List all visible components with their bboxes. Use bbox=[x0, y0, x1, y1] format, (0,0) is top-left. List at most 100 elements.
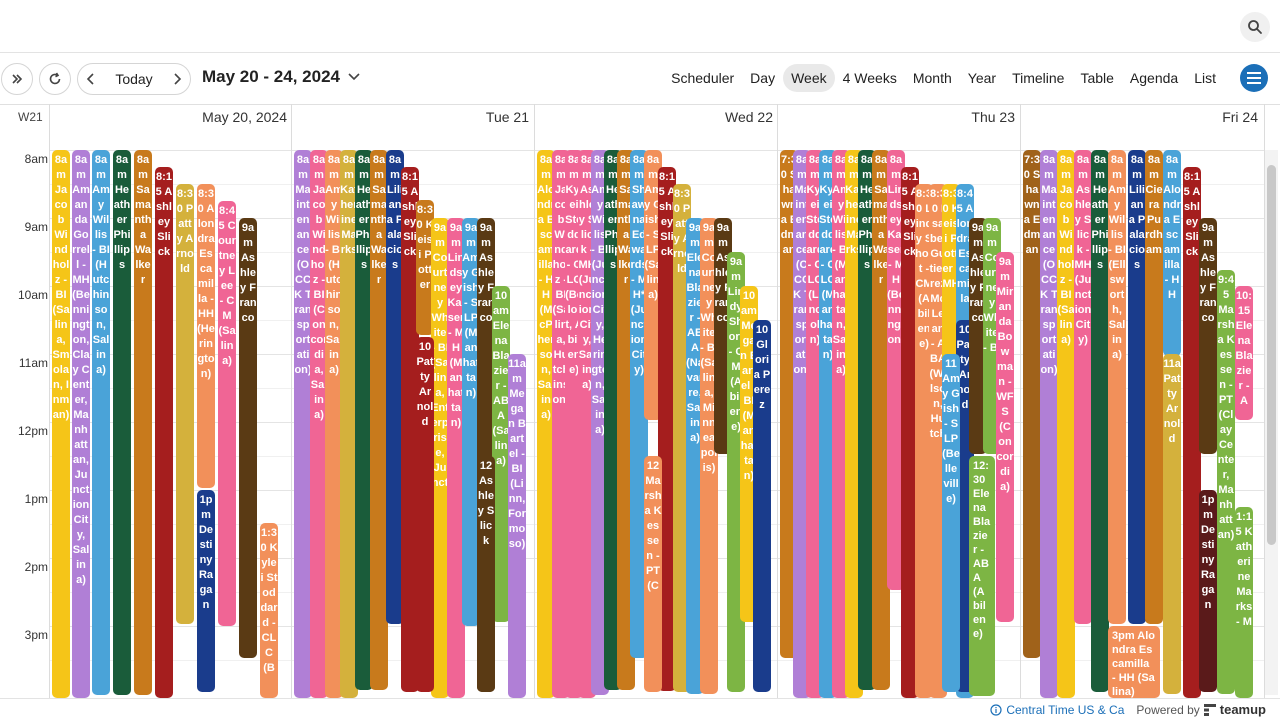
day-header-mon[interactable]: May 20, 2024 bbox=[202, 109, 287, 125]
calendar-event[interactable]: 8:15 Ashley Slick bbox=[155, 167, 173, 698]
calendar-event[interactable]: 8am Alondra Escamilla - HH (McPherson, S… bbox=[537, 150, 555, 698]
calendar-event[interactable]: 10am Elena Blazier - ABA (Salina) bbox=[492, 286, 510, 622]
calendar-event[interactable]: 8:30 Keisi Potter bbox=[416, 200, 434, 335]
day-header-wed[interactable]: Wed 22 bbox=[725, 109, 773, 125]
calendar-event[interactable]: 8am Shawna Edwards - MH* (Junction City) bbox=[630, 150, 648, 658]
calendar-event[interactable]: 8am Samantha Walker bbox=[872, 150, 890, 690]
view-agenda[interactable]: Agenda bbox=[1129, 70, 1179, 86]
calendar-event[interactable]: 8am Liliana Palacios bbox=[386, 150, 404, 624]
calendar-event[interactable]: 8am Heather Phillips bbox=[113, 150, 131, 695]
calendar-event[interactable]: 9am Courtney White - BI (Salina, Minneap… bbox=[700, 218, 718, 694]
calendar-event[interactable]: 11a Patty Arnold bbox=[1163, 354, 1181, 694]
calendar-event[interactable]: 12:30 Elena Blazier - ABA (Abilene) bbox=[969, 456, 995, 696]
calendar-event[interactable]: 8am Amy Willis - BI (Hutchinson, Salina) bbox=[92, 150, 110, 695]
calendar-event[interactable]: 8am Katherine Marks bbox=[340, 150, 358, 698]
calendar-event[interactable]: 8am Liliana Palacios bbox=[1128, 150, 1146, 624]
calendar-event[interactable]: 8:15 Ashley Slick bbox=[1183, 167, 1201, 698]
date-navigation: Today bbox=[77, 63, 191, 95]
today-button[interactable]: Today bbox=[115, 71, 153, 87]
calendar-event[interactable]: 9am Miranda Bowman - WFS (Concordia) bbox=[996, 252, 1014, 622]
day-separator bbox=[777, 104, 778, 698]
calendar-event[interactable]: 8am Jacob Windholz - BI (Salina, Smolan,… bbox=[52, 150, 70, 698]
day-header-fri[interactable]: Fri 24 bbox=[1222, 109, 1258, 125]
next-button[interactable] bbox=[164, 65, 190, 93]
calendar-event[interactable]: 8am Heather Phillips bbox=[858, 150, 876, 690]
calendar-event[interactable]: 3pm Alondra Escamilla - HH (Salina) bbox=[1108, 626, 1160, 698]
view-4-weeks[interactable]: 4 Weeks bbox=[842, 70, 897, 86]
calendar-event[interactable]: 9am Elena Blazier - ABA (Navarre, Salina… bbox=[686, 218, 704, 694]
calendar-event[interactable]: 8am Lindsey Kaiser - MH (Bennington) bbox=[887, 150, 905, 590]
calendar-event[interactable]: 8am Amy Gish - SLP (Salina) bbox=[644, 150, 662, 420]
calendar-event[interactable]: 8am Amanda Gorrell - MH (Bennington, Cla… bbox=[72, 150, 90, 698]
calendar-event[interactable]: 8:15 Ashley Slick bbox=[658, 167, 676, 691]
calendar-event[interactable]: 8:30 Patty Arnold bbox=[176, 184, 194, 624]
calendar-event[interactable]: 9am Ashley Franco bbox=[239, 218, 257, 658]
calendar-event[interactable]: 8:15 Ashley Slick bbox=[901, 167, 919, 698]
main-menu-button[interactable] bbox=[1240, 64, 1268, 92]
hour-label: 3pm bbox=[24, 628, 48, 642]
calendar-event[interactable]: 8am Samantha Walker bbox=[134, 150, 152, 695]
calendar-event[interactable]: 8am Samantha Walker bbox=[370, 150, 388, 690]
day-header-thu[interactable]: Thu 23 bbox=[971, 109, 1015, 125]
powered-by[interactable]: Powered by teamup bbox=[1136, 702, 1266, 717]
calendar-event[interactable]: 1pm Destiny Ragan bbox=[197, 490, 215, 692]
calendar-event[interactable]: 7:30 Shawna Edman bbox=[1023, 150, 1041, 658]
calendar-event[interactable]: 8:15 Ashley Slick bbox=[401, 167, 419, 692]
calendar-event[interactable]: 8am Jacob Windholz - BI (Salina) bbox=[1057, 150, 1075, 698]
view-day[interactable]: Day bbox=[750, 70, 776, 86]
calendar-event[interactable]: 9am Courtney White - BI (Salina, Enterpr… bbox=[431, 218, 449, 698]
calendar-event[interactable]: 8am Ashley Slick - MH (Junction City) bbox=[1074, 150, 1092, 624]
view-month[interactable]: Month bbox=[912, 70, 952, 86]
calendar-event[interactable]: 8am Heather Phillips bbox=[355, 150, 373, 690]
hour-label: 8am bbox=[24, 152, 48, 166]
calendar-event[interactable]: 1pm Destiny Ragan bbox=[1199, 490, 1217, 692]
view-year[interactable]: Year bbox=[967, 70, 997, 86]
calendar-event[interactable]: 8:45 Courtney Lee - CM (Salina) bbox=[218, 201, 236, 626]
calendar-event[interactable]: 9:45 Marsha Kessen - PT (Clay Center, Ma… bbox=[1217, 270, 1235, 694]
calendar-event[interactable]: 8am Alondra Escamilla - HH bbox=[1163, 150, 1181, 356]
calendar-event[interactable]: 9am Lindsey Kaiser - MH (Manhattan) bbox=[447, 218, 465, 698]
footer: Central Time US & Ca Powered by teamup bbox=[0, 698, 1280, 720]
timezone-link[interactable]: Central Time US & Ca bbox=[990, 703, 1124, 717]
calendar-event[interactable]: 10 Gloria Perez bbox=[753, 320, 771, 692]
calendar-event[interactable]: 8:30 Alondra Escamilla - HH (Herington) bbox=[197, 184, 215, 488]
calendar-event[interactable]: 8:30 Lindy Short - CM (Abilene) bbox=[915, 184, 933, 698]
day-header-tue[interactable]: Tue 21 bbox=[485, 109, 529, 125]
hour-label: 2pm bbox=[24, 560, 48, 574]
calendar-event[interactable]: 1:15 Katherine Marks - M bbox=[1235, 507, 1253, 698]
expand-sidebar-button[interactable] bbox=[1, 63, 33, 95]
view-list[interactable]: List bbox=[1194, 70, 1216, 86]
top-bar bbox=[0, 0, 1280, 53]
search-button[interactable] bbox=[1240, 12, 1270, 42]
calendar-event[interactable]: 9am Ashley Franco bbox=[1199, 218, 1217, 454]
calendar-event[interactable]: 8am Amy Willis - BI (Hutchinson, Salina) bbox=[325, 150, 343, 698]
calendar-event[interactable]: 10 Patty Arnold bbox=[416, 337, 434, 692]
view-timeline[interactable]: Timeline bbox=[1012, 70, 1065, 86]
calendar-event[interactable]: 11 Amy Gish - SLP (Belleville) bbox=[942, 354, 960, 692]
calendar-event[interactable]: 8am Maintenance (OCCK Transportation) bbox=[1040, 150, 1058, 698]
day-separator bbox=[1020, 104, 1021, 698]
date-range-picker[interactable]: May 20 - 24, 2024 bbox=[202, 67, 360, 87]
calendar-event[interactable]: 1:30 Kylei Stoddard - CLC (B bbox=[260, 523, 278, 698]
view-week[interactable]: Week bbox=[783, 64, 835, 92]
refresh-button[interactable] bbox=[39, 63, 71, 95]
calendar-event[interactable]: 8am Ciera Purdham bbox=[1145, 150, 1163, 624]
calendar-event[interactable]: 10:15 Elena Blazier - A bbox=[1235, 286, 1253, 420]
calendar-event[interactable]: 8am Amy Willis - BI (Ellsworth, Salina) bbox=[1108, 150, 1126, 624]
day-separator bbox=[1264, 104, 1265, 698]
calendar-event[interactable]: 9am Ashley Franco bbox=[969, 218, 987, 454]
calendar-event[interactable]: 12 Ashley Slick bbox=[477, 456, 495, 692]
calendar-event[interactable]: 8am Jacob Windholz - BI (Concordia, Sali… bbox=[310, 150, 328, 698]
view-scheduler[interactable]: Scheduler bbox=[671, 70, 735, 86]
time-gutter-separator bbox=[49, 104, 50, 698]
previous-button[interactable] bbox=[78, 65, 104, 93]
calendar-event[interactable]: 9am Amy Gish - SLP (Manhattan) bbox=[462, 218, 480, 626]
scrollbar-thumb[interactable] bbox=[1267, 165, 1276, 545]
calendar-event[interactable]: 8am Heather Phillips bbox=[1091, 150, 1109, 692]
view-table[interactable]: Table bbox=[1080, 70, 1114, 86]
hour-label: 9am bbox=[24, 220, 48, 234]
calendar-event[interactable]: 8am Maintenance (OCCK Transportation) bbox=[294, 150, 312, 698]
chevron-right-icon bbox=[174, 73, 182, 85]
calendar-event[interactable]: 11am Megan Bartel - BI (Linn, Formoso) bbox=[508, 354, 526, 698]
calendar-event[interactable]: 12 Marsha Kessen - PT (C bbox=[644, 456, 662, 692]
